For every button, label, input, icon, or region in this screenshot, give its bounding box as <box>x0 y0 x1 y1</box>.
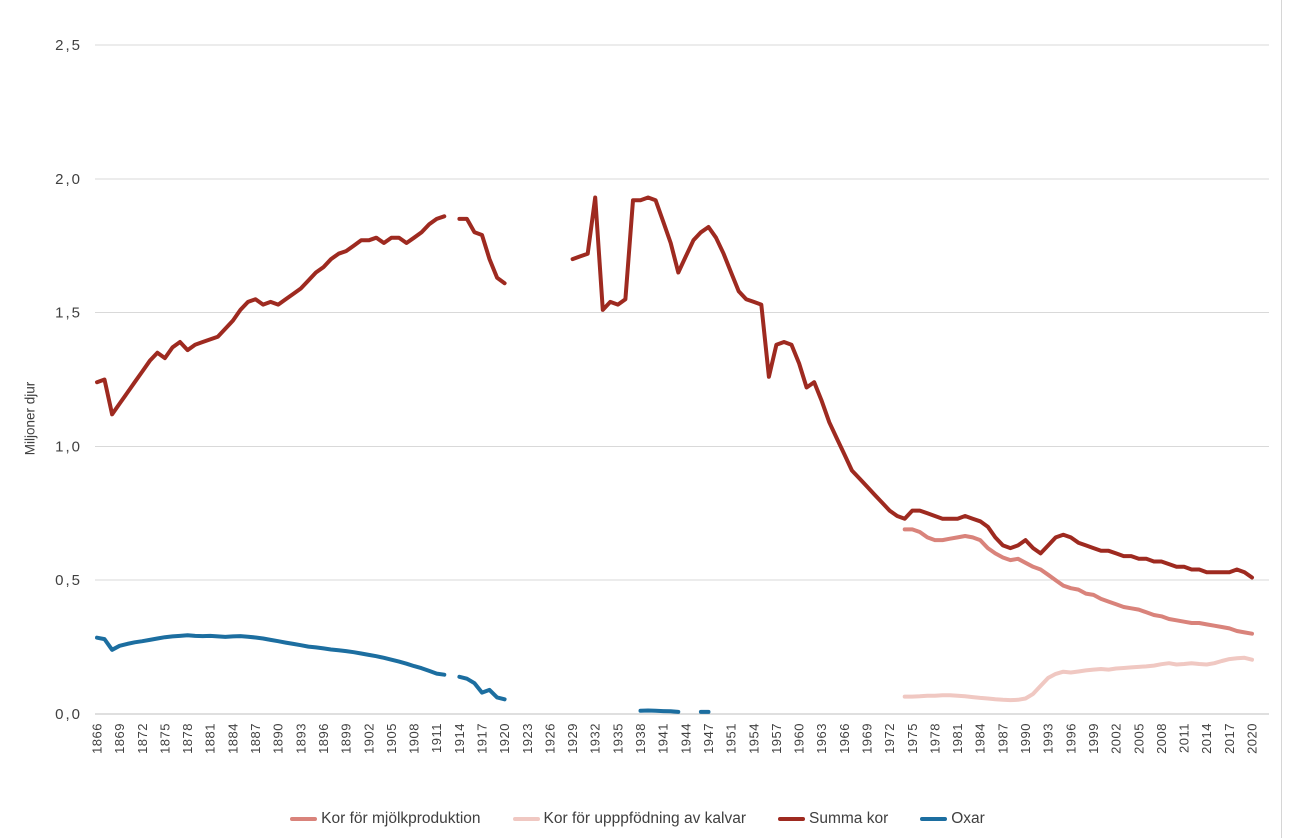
x-tick-label: 1929 <box>565 723 580 754</box>
x-tick-label: 1954 <box>746 723 761 754</box>
y-axis-title: Miljoner djur <box>22 381 38 456</box>
legend-label: Oxar <box>951 810 985 827</box>
x-tick-label: 1984 <box>973 723 988 754</box>
x-tick-label: 2014 <box>1199 723 1214 754</box>
y-tick-label: 2,5 <box>55 37 82 54</box>
legend-swatch-line <box>290 817 318 821</box>
x-tick-label: 1951 <box>724 723 739 754</box>
x-tick-label: 1963 <box>814 723 829 754</box>
x-tick-label: 1944 <box>678 723 693 754</box>
series-line-oxar <box>638 708 681 714</box>
x-tick-label: 1869 <box>112 723 127 754</box>
x-tick-label: 1978 <box>927 723 942 754</box>
x-tick-label: 1908 <box>407 723 422 754</box>
y-tick-label: 0,0 <box>55 706 82 723</box>
window-edge-divider <box>1281 0 1282 838</box>
x-tick-label: 2008 <box>1154 723 1169 754</box>
x-tick-label: 1902 <box>361 723 376 754</box>
x-tick-label: 1887 <box>248 723 263 754</box>
x-tick-label: 1905 <box>384 723 399 754</box>
x-tick-label: 1941 <box>656 723 671 754</box>
x-tick-label: 1926 <box>542 723 557 754</box>
y-tick-label: 1,0 <box>55 438 82 455</box>
x-tick-label: 1960 <box>792 723 807 754</box>
x-tick-label: 1938 <box>633 723 648 754</box>
chart-legend: Kor för mjölkproduktion Kor för upppfödn… <box>0 810 1275 828</box>
x-tick-label: 1893 <box>293 723 308 754</box>
x-tick-label: 2005 <box>1131 723 1146 754</box>
x-tick-label: 1920 <box>497 723 512 754</box>
x-tick-label: 1969 <box>860 723 875 754</box>
x-tick-label: 1872 <box>135 723 150 754</box>
legend-item-summa-kor: Summa kor <box>778 810 888 828</box>
x-tick-label: 1923 <box>520 723 535 754</box>
x-tick-label: 1911 <box>429 723 444 753</box>
legend-swatch-line <box>778 817 805 821</box>
x-tick-label: 1890 <box>271 723 286 754</box>
y-tick-label: 1,5 <box>55 305 82 322</box>
legend-item-kor-for-upppfodning-av-kalvar: Kor för upppfödning av kalvar <box>512 810 746 828</box>
x-tick-label: 1990 <box>1018 723 1033 754</box>
x-tick-label: 1947 <box>701 723 716 754</box>
legend-label: Kor för mjölkproduktion <box>321 810 481 827</box>
legend-item-oxar: Oxar <box>920 810 985 828</box>
x-tick-label: 2020 <box>1245 723 1260 754</box>
y-tick-label: 0,5 <box>55 572 82 589</box>
series-line-oxar <box>457 674 507 702</box>
series-line-summa-kor <box>95 214 447 417</box>
x-tick-label: 1884 <box>225 723 240 754</box>
x-tick-label: 1966 <box>837 723 852 754</box>
x-tick-label: 1866 <box>90 723 105 754</box>
x-tick-label: 1999 <box>1086 723 1101 754</box>
series-line-summa-kor <box>570 195 1254 580</box>
x-tick-label: 1899 <box>339 723 354 754</box>
series-line-kor-for-mjolkproduktion <box>902 527 1254 636</box>
x-tick-label: 2011 <box>1177 723 1192 753</box>
legend-item-kor-for-mjolkproduktion: Kor för mjölkproduktion <box>290 810 481 828</box>
x-tick-label: 1935 <box>610 723 625 754</box>
legend-swatch-line <box>512 817 540 821</box>
x-tick-label: 2017 <box>1222 723 1237 754</box>
x-tick-label: 1881 <box>203 723 218 754</box>
x-tick-label: 2002 <box>1109 723 1124 754</box>
series-line-summa-kor <box>457 216 507 286</box>
x-tick-label: 1914 <box>452 723 467 754</box>
legend-swatch-line <box>920 817 948 821</box>
x-tick-label: 1917 <box>475 723 490 754</box>
x-tick-label: 1996 <box>1063 723 1078 754</box>
legend-label: Summa kor <box>809 810 889 827</box>
x-tick-label: 1957 <box>769 723 784 754</box>
series-line-oxar <box>95 633 447 677</box>
x-tick-label: 1896 <box>316 723 331 754</box>
x-tick-label: 1972 <box>882 723 897 754</box>
series-line-kor-for-upppfodning-av-kalvar <box>902 655 1254 703</box>
x-tick-label: 1975 <box>905 723 920 754</box>
y-tick-label: 2,0 <box>55 171 82 188</box>
x-tick-label: 1878 <box>180 723 195 754</box>
x-tick-label: 1981 <box>950 723 965 754</box>
legend-label: Kor för upppfödning av kalvar <box>543 810 746 827</box>
x-tick-label: 1932 <box>588 723 603 754</box>
x-tick-label: 1875 <box>157 723 172 754</box>
x-tick-label: 1987 <box>995 723 1010 754</box>
x-tick-label: 1993 <box>1041 723 1056 754</box>
